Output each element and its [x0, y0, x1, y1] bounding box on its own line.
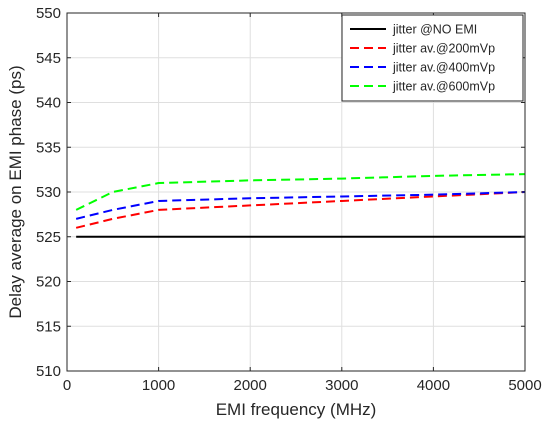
y-axis-label: Delay average on EMI phase (ps): [6, 65, 25, 318]
x-axis-label: EMI frequency (MHz): [216, 400, 377, 419]
x-tick-label: 5000: [508, 377, 541, 394]
y-tick-label: 540: [36, 95, 61, 112]
legend: jitter @NO EMI jitter av.@200mVp jitter av…: [341, 14, 524, 102]
series-line-2: [75, 191, 526, 229]
y-tick-label: 525: [36, 229, 61, 246]
legend-label: jitter av.@600mVp: [392, 80, 495, 94]
legend-label: jitter @NO EMI: [392, 23, 477, 37]
y-tick-label: 550: [36, 5, 61, 22]
x-tick-label: 4000: [417, 377, 450, 394]
y-tick-label: 520: [36, 274, 61, 291]
series-line-3: [75, 191, 526, 220]
x-tick-label: 1000: [142, 377, 175, 394]
y-tick-label: 530: [36, 184, 61, 201]
legend-label: jitter av.@400mVp: [392, 61, 495, 75]
y-tick-label: 545: [36, 50, 61, 67]
x-tick-label: 0: [63, 377, 71, 394]
legend-label: jitter av.@200mVp: [392, 42, 495, 56]
y-tick-label: 535: [36, 139, 61, 156]
x-tick-label: 3000: [325, 377, 358, 394]
axis-ticks: 0 1000 2000 3000 4000 5000 510 515 520 525 530 535 5…: [36, 5, 542, 394]
y-tick-label: 510: [36, 363, 61, 380]
x-tick-label: 2000: [234, 377, 267, 394]
y-tick-label: 515: [36, 318, 61, 335]
series-group: [75, 173, 526, 238]
